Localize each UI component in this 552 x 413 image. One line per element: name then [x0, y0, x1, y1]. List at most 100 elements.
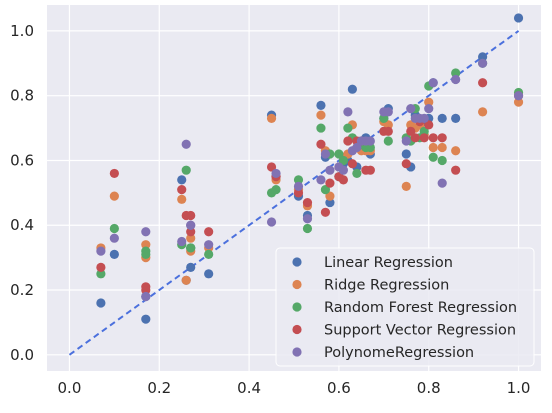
- point-linear-regression: [451, 113, 461, 123]
- point-polynomeregression: [513, 91, 524, 101]
- point-ridge-regression: [141, 240, 151, 250]
- point-linear-regression: [109, 249, 119, 259]
- point-linear-regression: [325, 197, 335, 208]
- point-support-vector-regression: [320, 207, 331, 217]
- point-polynomeregression: [186, 220, 196, 230]
- point-random-forest-regression: [109, 223, 119, 234]
- point-support-vector-regression: [302, 197, 313, 208]
- point-polynomeregression: [406, 104, 416, 114]
- point-polynomeregression: [109, 233, 119, 243]
- point-linear-regression: [437, 113, 447, 123]
- point-ridge-regression: [513, 97, 524, 107]
- point-polynomeregression: [478, 58, 488, 68]
- point-random-forest-regression: [316, 123, 326, 133]
- x-tick-label: 0.0: [58, 379, 82, 397]
- point-polynomeregression: [181, 139, 191, 149]
- point-support-vector-regression: [347, 159, 357, 169]
- point-polynomeregression: [437, 178, 447, 188]
- point-support-vector-regression: [410, 133, 420, 143]
- point-linear-regression: [141, 314, 151, 324]
- point-random-forest-regression: [338, 155, 348, 166]
- point-support-vector-regression: [293, 188, 304, 198]
- point-support-vector-regression: [338, 175, 348, 185]
- legend-label: PolynomeRegression: [324, 345, 474, 361]
- point-random-forest-regression: [186, 243, 196, 253]
- legend-marker: [292, 302, 302, 312]
- point-ridge-regression: [177, 194, 187, 204]
- point-support-vector-regression: [325, 178, 335, 188]
- point-polynomeregression: [96, 246, 106, 256]
- point-ridge-regression: [109, 191, 119, 201]
- point-linear-regression: [177, 175, 187, 185]
- point-linear-regression: [186, 262, 196, 272]
- point-random-forest-regression: [437, 155, 447, 166]
- point-support-vector-regression: [478, 78, 488, 88]
- legend: Linear Regression Ridge Regression Random …: [275, 247, 535, 367]
- point-polynomeregression: [365, 136, 375, 146]
- point-polynomeregression: [419, 113, 429, 123]
- point-polynomeregression: [204, 240, 214, 250]
- point-polynomeregression: [424, 104, 434, 114]
- point-random-forest-regression: [320, 185, 331, 195]
- point-random-forest-regression: [343, 123, 353, 133]
- legend-marker: [292, 257, 302, 267]
- point-polynomeregression: [338, 165, 348, 175]
- point-polynomeregression: [266, 217, 277, 227]
- point-support-vector-regression: [437, 133, 447, 143]
- point-random-forest-regression: [451, 68, 461, 78]
- point-support-vector-regression: [406, 126, 416, 136]
- point-support-vector-regression: [266, 162, 277, 172]
- point-random-forest-regression: [383, 136, 393, 146]
- y-tick-label: 0.4: [10, 216, 34, 234]
- point-linear-regression: [401, 149, 411, 159]
- point-ridge-regression: [383, 120, 393, 130]
- point-ridge-regression: [266, 113, 277, 123]
- point-ridge-regression: [316, 110, 326, 120]
- point-ridge-regression: [451, 146, 461, 156]
- point-linear-regression: [478, 52, 488, 62]
- point-random-forest-regression: [352, 168, 362, 179]
- point-ridge-regression: [424, 97, 434, 107]
- point-polynomeregression: [271, 168, 281, 179]
- point-polynomeregression: [141, 227, 151, 237]
- point-ridge-regression: [478, 107, 488, 117]
- point-support-vector-regression: [186, 210, 196, 221]
- x-tick-label: 0.2: [147, 379, 171, 397]
- legend-marker: [292, 347, 302, 357]
- y-tick-label: 0.8: [10, 87, 34, 105]
- point-polynomeregression: [325, 165, 335, 175]
- point-random-forest-regression: [428, 152, 438, 162]
- point-support-vector-regression: [419, 133, 429, 143]
- point-polynomeregression: [383, 107, 393, 117]
- point-ridge-regression: [186, 233, 196, 243]
- point-support-vector-regression: [141, 282, 151, 292]
- point-polynomeregression: [401, 136, 411, 146]
- legend-label: Linear Regression: [324, 255, 453, 271]
- point-linear-regression: [347, 84, 357, 94]
- point-polynomeregression: [293, 181, 304, 191]
- point-random-forest-regression: [365, 142, 375, 153]
- point-ridge-regression: [437, 142, 447, 153]
- point-polynomeregression: [451, 74, 461, 85]
- legend-label: Ridge Regression: [324, 278, 449, 294]
- point-polynomeregression: [316, 175, 326, 185]
- x-tick-label: 0.8: [417, 379, 441, 397]
- point-random-forest-regression: [96, 269, 106, 279]
- point-support-vector-regression: [177, 185, 187, 195]
- point-support-vector-regression: [383, 126, 393, 136]
- point-linear-regression: [96, 298, 106, 308]
- point-ridge-regression: [181, 275, 191, 285]
- point-random-forest-regression: [302, 223, 313, 234]
- y-tick-label: 0.6: [10, 151, 34, 169]
- point-support-vector-regression: [316, 139, 326, 149]
- point-support-vector-regression: [401, 159, 411, 169]
- legend-marker: [292, 324, 302, 335]
- point-polynomeregression: [320, 149, 331, 159]
- point-linear-regression: [204, 269, 214, 279]
- point-support-vector-regression: [365, 165, 375, 175]
- x-tick-label: 0.4: [237, 379, 261, 397]
- point-support-vector-regression: [186, 227, 196, 237]
- point-random-forest-regression: [141, 249, 151, 259]
- point-polynomeregression: [352, 142, 362, 153]
